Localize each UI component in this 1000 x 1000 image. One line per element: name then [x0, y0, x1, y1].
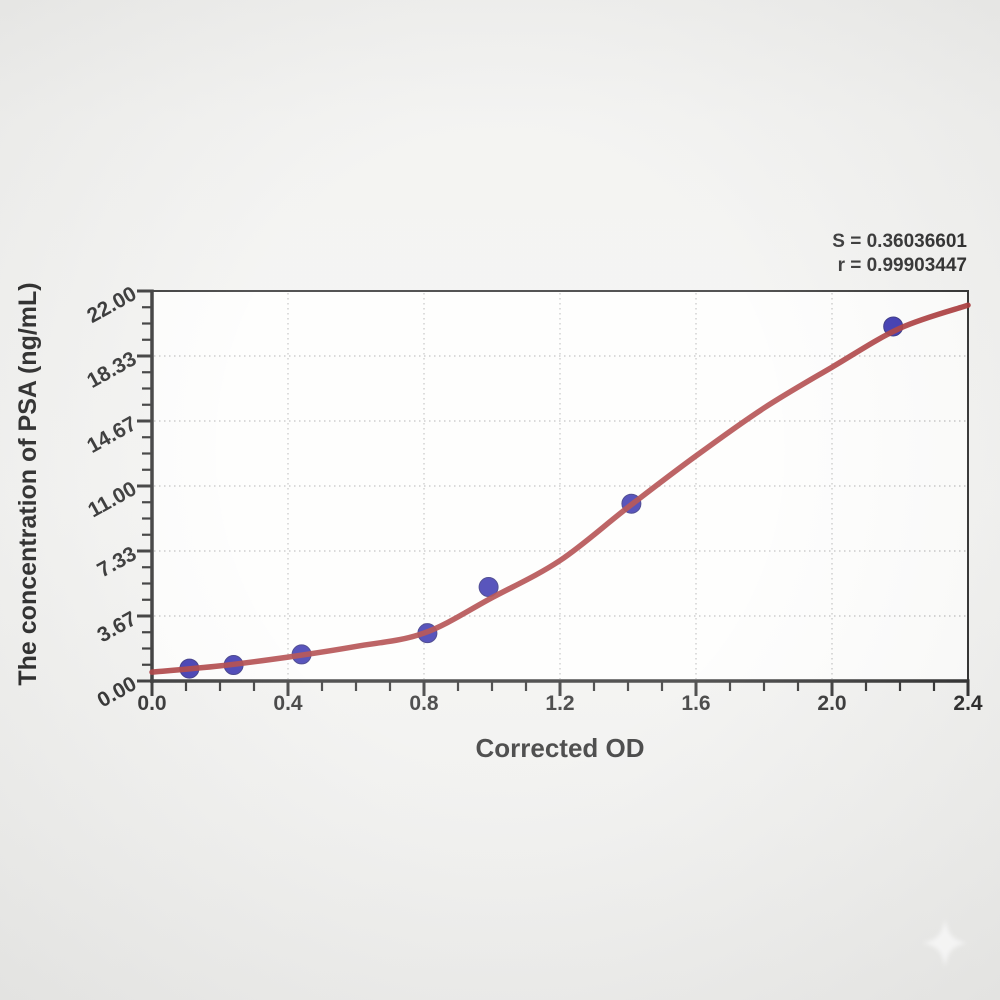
x-tick-label: 0.8 — [409, 692, 439, 715]
x-tick-label: 2.4 — [953, 692, 983, 715]
x-tick-label: 2.0 — [817, 692, 846, 715]
y-tick-label: 0.00 — [94, 672, 141, 712]
x-tick-label: 1.2 — [545, 692, 574, 715]
gridlines — [154, 293, 966, 679]
y-tick-label: 18.33 — [83, 347, 140, 393]
y-tick-label: 3.67 — [94, 607, 141, 647]
fit-curve-line — [149, 302, 971, 675]
stats-r-value: r = 0.99903447 — [838, 255, 967, 276]
y-tick-label: 22.00 — [83, 282, 140, 328]
stats-s-value: S = 0.36036601 — [832, 231, 967, 252]
y-tick-label: 7.33 — [94, 542, 141, 582]
plot-frame — [150, 289, 970, 683]
y-axis-title: The concentration of PSA (ng/mL) — [14, 282, 42, 685]
axis-ticks — [137, 289, 970, 696]
x-axis-title: Corrected OD — [475, 733, 644, 763]
x-tick-label: 0.4 — [273, 692, 303, 715]
y-tick-label: 11.00 — [84, 477, 140, 522]
x-tick-label: 0.0 — [137, 692, 166, 715]
y-tick-label: 14.67 — [83, 412, 140, 458]
x-tick-label: 1.6 — [681, 692, 710, 715]
sparkle-watermark — [923, 919, 967, 967]
